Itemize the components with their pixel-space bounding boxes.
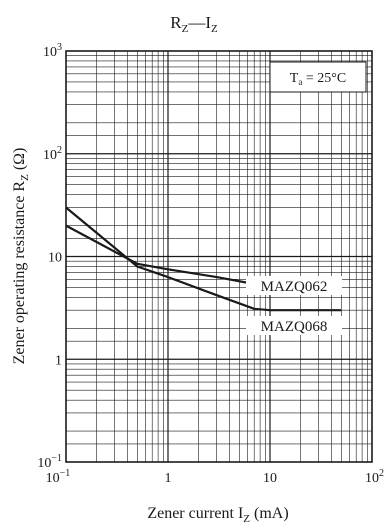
tick-labels: 10−1 1 10 102 103 10−1 1 10 102 <box>37 42 384 486</box>
series-label-mazq068: MAZQ068 <box>261 319 328 335</box>
y-axis-label: Zener operating resistance RZ (Ω) <box>11 148 31 365</box>
series-line-mazq068 <box>65 206 342 312</box>
tick-label: 1 <box>165 471 172 486</box>
series-label-mazq062: MAZQ062 <box>261 279 328 295</box>
tick-label: 1 <box>55 353 62 368</box>
tick-label: 10 <box>48 251 62 266</box>
series-line-mazq062 <box>65 224 342 286</box>
tick-label: 102 <box>365 468 384 486</box>
series-label-bg <box>246 316 342 335</box>
tick-label: 103 <box>43 42 62 60</box>
series-layer: MAZQ062 MAZQ068 <box>65 206 342 335</box>
chart-title: RZ—IZ <box>170 13 218 35</box>
tick-label: 10 <box>263 471 277 486</box>
annotation-text: Ta = 25°C <box>290 71 346 87</box>
tick-label: 10−1 <box>37 453 62 471</box>
series-label-bg <box>246 276 342 295</box>
tick-label: 10−1 <box>46 468 71 486</box>
plot-frame <box>65 50 373 463</box>
grid <box>66 51 372 462</box>
tick-label: 102 <box>43 145 62 163</box>
annotation-box <box>269 61 367 93</box>
x-axis-label: Zener current IZ (mA) <box>147 505 288 525</box>
